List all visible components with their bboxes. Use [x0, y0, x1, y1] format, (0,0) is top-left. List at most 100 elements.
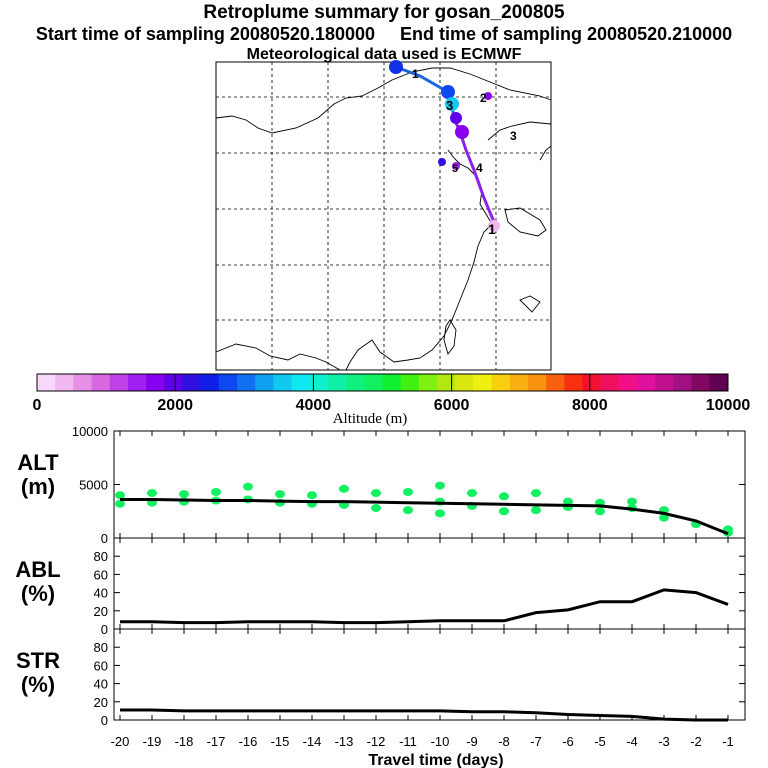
track-marker	[389, 60, 403, 74]
altitude-point	[531, 489, 541, 498]
y-tick-label: 40	[94, 677, 108, 692]
panel-alt: 10000 5000 0 ALT(m)	[17, 424, 746, 546]
colorbar-cell	[309, 374, 329, 391]
colorbar-cell	[418, 374, 438, 391]
altitude-point	[435, 509, 445, 518]
panel-frame	[113, 430, 746, 539]
x-tick-label: -14	[303, 734, 322, 749]
str-line	[120, 708, 728, 722]
altitude-colorbar: 0 2000 4000 6000 8000 10000 Altitude (m)	[33, 373, 750, 427]
y-tick-label: 20	[94, 695, 108, 710]
track-marker	[452, 162, 460, 170]
x-tick-label: -17	[207, 734, 226, 749]
colorbar-cell	[273, 374, 293, 391]
track-label: 3	[446, 98, 453, 113]
track-marker	[488, 220, 500, 232]
y-tick-label: 10000	[72, 424, 108, 439]
altitude-point	[115, 491, 125, 500]
met-data-label: Meteorological data used is ECMWF	[246, 46, 522, 63]
track-marker	[441, 85, 455, 99]
track-label: 4	[476, 161, 483, 175]
colorbar-label: Altitude (m)	[333, 411, 408, 427]
chart-title: Retroplume summary for gosan_200805	[203, 2, 565, 23]
y-tick-label: 0	[101, 622, 108, 637]
colorbar-tick-label: 2000	[157, 397, 193, 414]
altitude-point	[371, 489, 381, 498]
altitude-point	[147, 489, 157, 498]
track-label: 1	[488, 221, 496, 237]
x-tick-label: -15	[271, 734, 290, 749]
colorbar-cell	[546, 374, 565, 391]
altitude-point	[435, 481, 445, 490]
trajectory-track: 1 2 3 3 4 5 1	[389, 60, 517, 237]
track-label: 5	[452, 163, 458, 175]
end-time: End time of sampling 20080520.210000	[400, 24, 733, 44]
time-series-panels: 1000050000ALT(m)806040200ABL(%)806040200…	[15, 424, 746, 768]
y-tick-label: 40	[94, 586, 108, 601]
colorbar-cell	[327, 374, 347, 391]
altitude-point	[275, 490, 285, 499]
colorbar-cell	[73, 374, 93, 391]
altitude-point	[243, 482, 253, 491]
altitude-point	[179, 490, 189, 499]
x-tick-label: -20	[111, 734, 130, 749]
panel-unit: (%)	[21, 581, 55, 606]
x-tick-label: -19	[143, 734, 162, 749]
y-tick-label: 80	[94, 640, 108, 655]
colorbar-tick-label: 0	[33, 397, 42, 414]
panel-frame	[113, 628, 746, 721]
colorbar-cell	[564, 374, 584, 391]
track-marker	[484, 92, 492, 100]
altitude-point	[659, 513, 669, 522]
altitude-point	[403, 487, 413, 496]
colorbar-cell	[109, 374, 129, 391]
mean-altitude-line	[120, 497, 729, 536]
track-label: 1	[412, 67, 419, 81]
x-tick-label: -1	[722, 734, 734, 749]
colorbar-cell	[509, 374, 529, 391]
colorbar-tick-label: 6000	[434, 397, 470, 414]
y-tick-label: 0	[101, 713, 108, 728]
map-frame	[215, 61, 552, 371]
x-tick-label: -5	[594, 734, 606, 749]
panel-label: ALT	[17, 450, 59, 475]
colorbar-cell	[400, 374, 420, 391]
x-tick-label: -2	[690, 734, 702, 749]
y-tick-label: 5000	[79, 478, 108, 493]
colorbar-cell	[618, 374, 638, 391]
x-tick-label: -8	[498, 734, 510, 749]
altitude-point	[595, 507, 605, 516]
colorbar-cell	[91, 374, 111, 391]
y-tick-label: 20	[94, 604, 108, 619]
colorbar-cell	[346, 374, 365, 391]
colorbar-cell	[200, 374, 220, 391]
colorbar-cell	[655, 374, 674, 391]
x-tick-label: -6	[562, 734, 574, 749]
colorbar-cell	[437, 374, 456, 391]
panel-label: ABL	[15, 557, 60, 582]
track-marker	[450, 112, 462, 124]
altitude-point	[627, 497, 637, 506]
colorbar-cell	[127, 374, 147, 391]
panel-abl: 80 60 40 20 0 ABL(%)	[15, 537, 746, 637]
colorbar-tick-label: 4000	[296, 397, 332, 414]
colorbar-cell	[364, 374, 383, 391]
altitude-point	[371, 504, 381, 513]
altitude-point	[115, 499, 125, 508]
x-tick-label: -11	[399, 734, 417, 749]
track-marker	[445, 97, 459, 111]
colorbar-cell	[473, 374, 493, 391]
x-axis-label: Travel time (days)	[368, 752, 503, 768]
colorbar-cell	[182, 374, 202, 391]
panel-label: STR	[16, 648, 60, 673]
x-tick-label: -13	[335, 734, 354, 749]
x-tick-label: -16	[239, 734, 258, 749]
colorbar-cell	[146, 374, 165, 391]
x-tick-label: -18	[175, 734, 194, 749]
y-tick-label: 80	[94, 549, 108, 564]
colorbar-frame	[36, 373, 729, 392]
panel-unit: (m)	[21, 474, 55, 499]
altitude-point	[339, 484, 349, 493]
colorbar-cell	[582, 374, 602, 391]
